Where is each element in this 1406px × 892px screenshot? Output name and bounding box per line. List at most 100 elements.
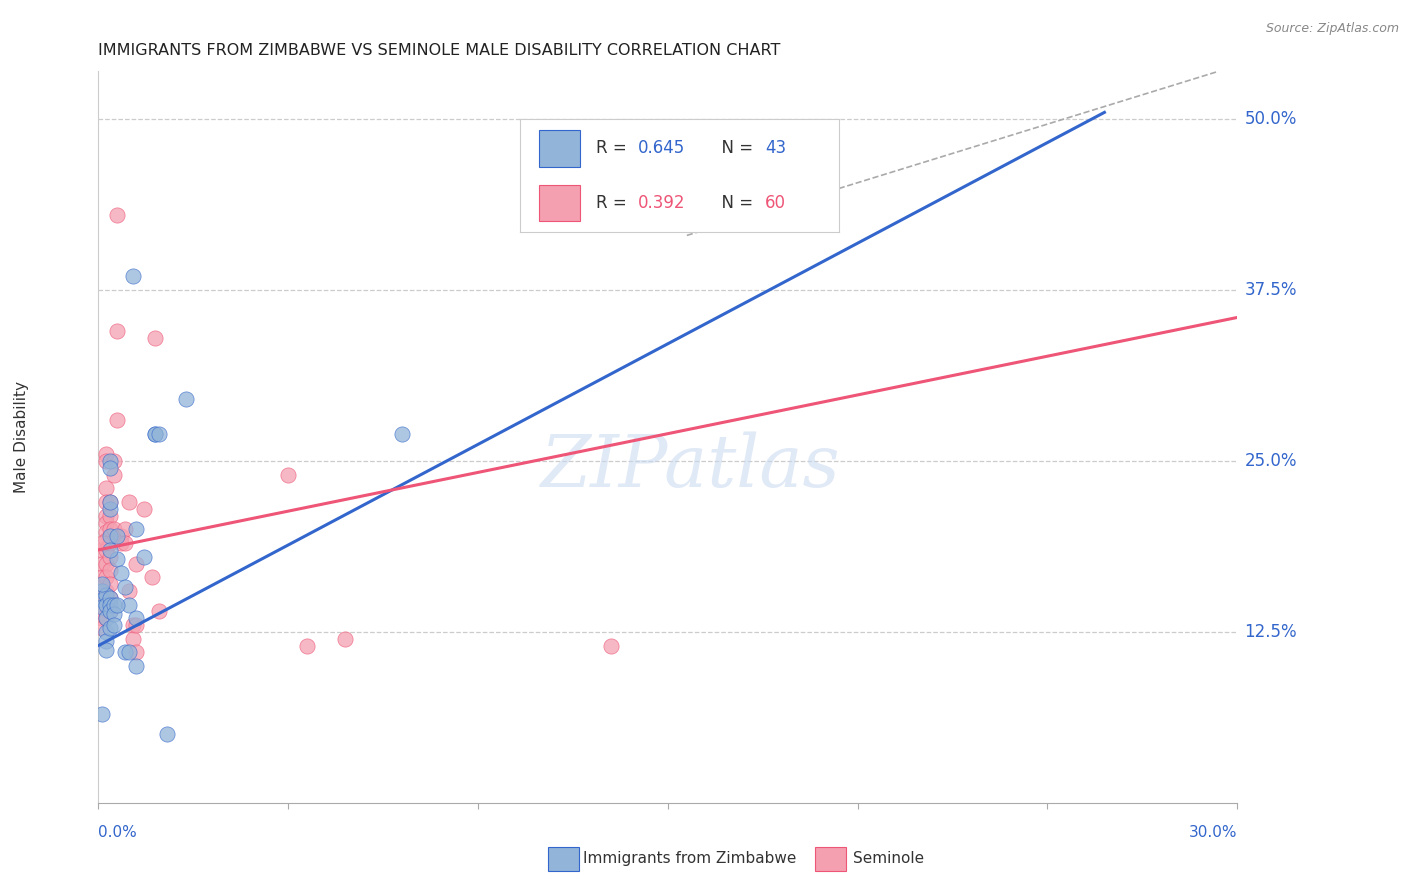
Point: [107, 413, 129, 427]
Point: [391, 426, 413, 441]
Point: [110, 536, 132, 550]
Point: [600, 639, 623, 653]
Point: [94, 516, 117, 530]
Point: [132, 501, 155, 516]
Point: [145, 426, 167, 441]
Point: [121, 618, 143, 632]
Point: [94, 481, 117, 495]
Point: [94, 624, 117, 639]
Point: [141, 570, 163, 584]
Point: [103, 467, 125, 482]
Point: [94, 634, 117, 648]
Point: [91, 557, 114, 571]
Point: [98, 536, 121, 550]
Point: [98, 542, 121, 557]
Point: [91, 580, 114, 594]
Point: [98, 598, 121, 612]
Text: 0.392: 0.392: [638, 194, 685, 211]
Point: [125, 557, 148, 571]
Point: [174, 392, 197, 407]
Point: [110, 529, 132, 543]
Bar: [538, 185, 581, 221]
Point: [118, 495, 141, 509]
Text: R =: R =: [596, 139, 633, 157]
Point: [94, 533, 117, 548]
Point: [98, 495, 121, 509]
Point: [145, 331, 167, 345]
Bar: [538, 130, 581, 167]
Point: [94, 454, 117, 468]
Text: 0.645: 0.645: [638, 139, 685, 157]
Point: [94, 598, 117, 612]
Text: Source: ZipAtlas.com: Source: ZipAtlas.com: [1265, 22, 1399, 36]
Point: [98, 604, 121, 618]
Text: R =: R =: [596, 194, 633, 211]
Point: [94, 588, 117, 602]
Point: [94, 557, 117, 571]
Point: [125, 522, 148, 536]
Text: 43: 43: [765, 139, 786, 157]
Text: N =: N =: [711, 139, 758, 157]
Text: N =: N =: [711, 194, 758, 211]
Point: [94, 525, 117, 540]
Text: 30.0%: 30.0%: [1189, 825, 1237, 840]
Text: Male Disability: Male Disability: [14, 381, 28, 493]
Point: [277, 467, 299, 482]
Text: 50.0%: 50.0%: [1244, 111, 1296, 128]
Point: [107, 552, 129, 566]
Point: [107, 598, 129, 612]
Point: [98, 577, 121, 591]
Text: Seminole: Seminole: [853, 852, 925, 866]
Point: [91, 600, 114, 615]
Point: [118, 598, 141, 612]
Point: [114, 522, 136, 536]
Point: [98, 604, 121, 618]
Point: [98, 621, 121, 635]
Point: [94, 508, 117, 523]
Point: [107, 208, 129, 222]
Point: [145, 426, 167, 441]
Point: [114, 536, 136, 550]
Point: [94, 583, 117, 598]
Point: [91, 593, 114, 607]
Point: [118, 583, 141, 598]
Point: [98, 501, 121, 516]
Point: [94, 593, 117, 607]
Point: [94, 542, 117, 557]
Point: [148, 604, 170, 618]
Point: [94, 447, 117, 461]
Point: [125, 645, 148, 659]
Point: [98, 591, 121, 605]
Point: [91, 583, 114, 598]
Point: [91, 536, 114, 550]
Point: [91, 593, 114, 607]
Text: IMMIGRANTS FROM ZIMBABWE VS SEMINOLE MALE DISABILITY CORRELATION CHART: IMMIGRANTS FROM ZIMBABWE VS SEMINOLE MAL…: [98, 43, 780, 58]
Point: [94, 495, 117, 509]
Text: 37.5%: 37.5%: [1244, 281, 1296, 299]
Point: [94, 611, 117, 625]
Point: [91, 611, 114, 625]
Text: 12.5%: 12.5%: [1244, 623, 1296, 641]
Point: [91, 588, 114, 602]
Point: [94, 570, 117, 584]
Point: [156, 727, 179, 741]
Point: [103, 522, 125, 536]
Point: [98, 454, 121, 468]
Text: 25.0%: 25.0%: [1244, 452, 1296, 470]
Point: [103, 454, 125, 468]
Point: [98, 591, 121, 605]
Point: [132, 549, 155, 564]
Text: 0.0%: 0.0%: [98, 825, 138, 840]
Point: [125, 659, 148, 673]
Point: [114, 580, 136, 594]
Point: [121, 269, 143, 284]
Point: [110, 566, 132, 581]
Point: [107, 529, 129, 543]
Point: [148, 426, 170, 441]
Point: [91, 570, 114, 584]
Text: 60: 60: [765, 194, 786, 211]
Point: [107, 324, 129, 338]
Text: Immigrants from Zimbabwe: Immigrants from Zimbabwe: [583, 852, 797, 866]
Point: [125, 618, 148, 632]
Point: [98, 522, 121, 536]
